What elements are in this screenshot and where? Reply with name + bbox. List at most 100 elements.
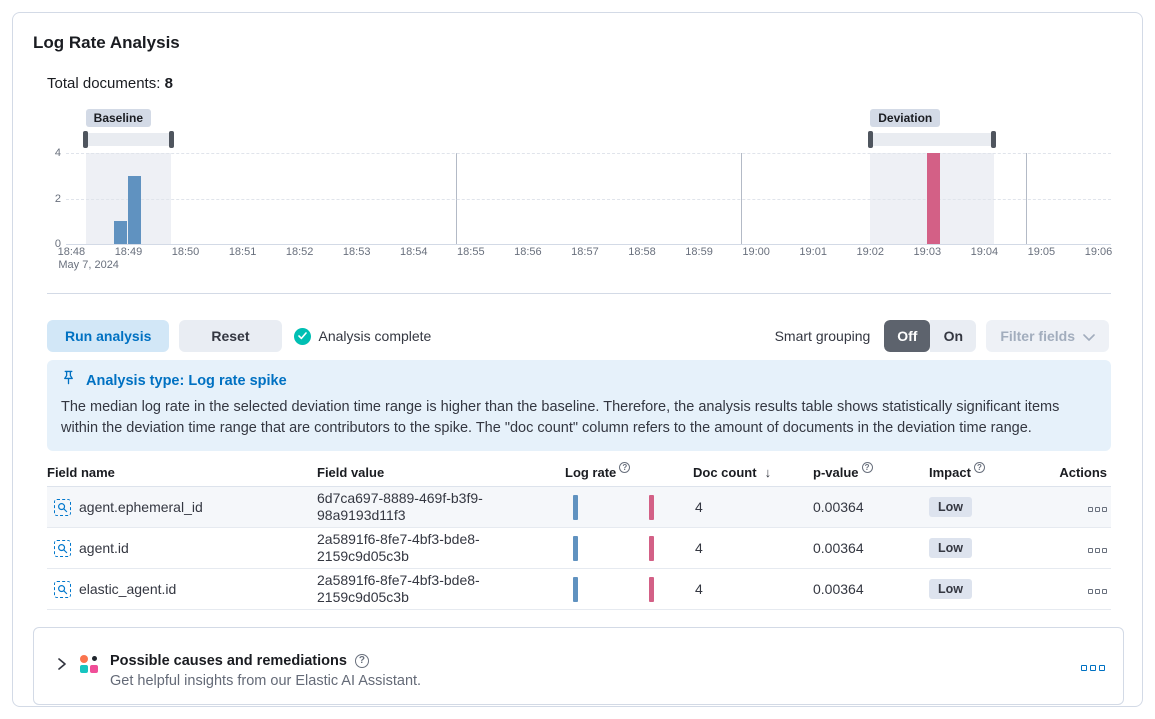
- x-axis-label: 18:57: [571, 246, 599, 258]
- field-value: 6d7ca697-8889-469f-b3f9-98a9193d11f3: [317, 490, 483, 523]
- header-doc-count[interactable]: Doc count ↓: [693, 465, 772, 480]
- baseline-badge: Baseline: [85, 109, 152, 127]
- analysis-type-callout: Analysis type: Log rate spike The median…: [47, 360, 1111, 451]
- baseline-brush-handle-right[interactable]: [168, 131, 174, 148]
- y-axis-label: 2: [54, 192, 61, 205]
- x-axis-label: 19:03: [913, 246, 942, 258]
- chevron-down-icon: [1083, 328, 1095, 344]
- table-row: agent.id 2a5891f6-8fe7-4bf3-bde8-2159c9d…: [47, 528, 1111, 569]
- divider: [47, 293, 1111, 294]
- baseline-brush[interactable]: [85, 133, 172, 146]
- x-axis-label: 18:55: [457, 246, 485, 258]
- x-axis-label: 19:01: [799, 246, 827, 258]
- field-name: agent.ephemeral_id: [79, 499, 203, 515]
- header-field-name[interactable]: Field name: [47, 465, 115, 480]
- x-axis-label: 18:59: [685, 246, 713, 258]
- insights-accordion: Possible causes and remediations ? Get h…: [33, 627, 1124, 705]
- field-value: 2a5891f6-8fe7-4bf3-bde8-2159c9d05c3b: [317, 531, 480, 564]
- run-analysis-button[interactable]: Run analysis: [47, 320, 170, 352]
- deviation-brush-handle-right[interactable]: [991, 131, 997, 148]
- row-actions-icon[interactable]: [1088, 589, 1107, 594]
- analysis-status: Analysis complete: [293, 327, 432, 345]
- insights-title: Possible causes and remediations: [110, 652, 347, 669]
- table-row: agent.ephemeral_id 6d7ca697-8889-469f-b3…: [47, 487, 1111, 528]
- p-value: 0.00364: [813, 540, 864, 556]
- smart-grouping-on-button[interactable]: On: [930, 320, 977, 352]
- total-documents-value: 8: [164, 75, 173, 92]
- x-axis-label: 19:04: [970, 246, 999, 258]
- sparkline-deviation-bar: [649, 494, 654, 520]
- results-table: Field name Field value Log rate? Doc cou…: [47, 462, 1111, 610]
- smart-grouping-label: Smart grouping: [774, 328, 871, 344]
- sparkline-baseline-bar: [573, 576, 578, 602]
- analysis-status-label: Analysis complete: [318, 328, 432, 344]
- filter-fields-button[interactable]: Filter fields: [986, 320, 1109, 352]
- log-rate-sparkline: [565, 494, 665, 520]
- doc-count-value: 4: [695, 581, 703, 597]
- deviation-brush-handle-left[interactable]: [867, 131, 873, 148]
- doc-count-value: 4: [695, 540, 703, 556]
- log-rate-sparkline: [565, 576, 665, 602]
- x-axis-label: 19:05: [1027, 246, 1056, 258]
- x-axis-label: 19:06: [1084, 246, 1113, 258]
- toolbar: Run analysis Reset Analysis complete Sma…: [47, 320, 1109, 352]
- reset-button[interactable]: Reset: [179, 320, 282, 352]
- header-p-value[interactable]: p-value?: [801, 462, 915, 480]
- header-impact[interactable]: Impact?: [915, 462, 1051, 480]
- ai-assistant-icon: [80, 654, 98, 673]
- x-axis-label: 18:54: [399, 246, 428, 258]
- header-log-rate[interactable]: Log rate?: [565, 462, 683, 480]
- p-value: 0.00364: [813, 499, 864, 515]
- y-axis-label: 0: [54, 238, 61, 250]
- info-icon: ?: [861, 462, 873, 473]
- baseline-brush-handle-left[interactable]: [83, 131, 89, 148]
- sort-desc-icon: ↓: [764, 465, 772, 480]
- x-axis-label: 18:51: [228, 246, 257, 258]
- x-axis-label: 18:50: [171, 246, 200, 258]
- sparkline-baseline-bar: [573, 494, 578, 520]
- page-title: Log Rate Analysis: [33, 33, 180, 52]
- field-filter-icon[interactable]: [54, 498, 71, 516]
- header-field-value[interactable]: Field value: [317, 465, 385, 480]
- insights-actions-icon[interactable]: [1081, 665, 1105, 671]
- doc-count-value: 4: [695, 499, 703, 515]
- gridline: [66, 198, 1111, 200]
- impact-badge: Low: [929, 538, 972, 558]
- x-axis-label: 19:00: [742, 246, 770, 258]
- field-name: agent.id: [79, 540, 129, 556]
- field-filter-icon[interactable]: [54, 580, 71, 598]
- log-rate-histogram: 0 2 4 18:48 18:49 18:50 18:51 18:52 18:53 18:54 18…: [33, 103, 1124, 275]
- callout-body: The median log rate in the selected devi…: [61, 399, 1060, 436]
- deviation-brush[interactable]: [870, 133, 994, 146]
- x-axis-label: 18:58: [628, 246, 656, 258]
- gridline: [66, 153, 1111, 154]
- x-axis-label: 18:48: [57, 246, 86, 258]
- x-axis-label: 18:56: [514, 246, 542, 258]
- field-filter-icon[interactable]: [54, 539, 71, 557]
- x-axis-date-label: May 7, 2024: [58, 259, 119, 271]
- insights-subtitle: Get helpful insights from our Elastic AI…: [110, 672, 422, 689]
- total-documents: Total documents: 8: [47, 75, 1122, 93]
- log-rate-analysis-panel: Log Rate Analysis Total documents: 8 0 2 4…: [12, 12, 1143, 707]
- deviation-bar: [927, 153, 941, 244]
- question-icon[interactable]: ?: [354, 653, 369, 668]
- field-name: elastic_agent.id: [79, 581, 177, 597]
- callout-title: Analysis type: Log rate spike: [86, 372, 287, 389]
- x-axis-label: 18:49: [114, 246, 143, 258]
- table-header-row: Field name Field value Log rate? Doc cou…: [47, 462, 1111, 487]
- x-axis-label: 18:52: [285, 246, 314, 258]
- row-actions-icon[interactable]: [1088, 548, 1107, 553]
- smart-grouping-off-button[interactable]: Off: [884, 320, 931, 352]
- impact-badge: Low: [929, 579, 972, 599]
- chevron-right-icon[interactable]: [55, 657, 68, 671]
- baseline-bar: [114, 221, 128, 244]
- total-documents-label: Total documents:: [47, 75, 161, 92]
- pin-icon: [61, 370, 76, 391]
- row-actions-icon[interactable]: [1088, 507, 1107, 512]
- info-icon: ?: [973, 462, 985, 473]
- p-value: 0.00364: [813, 581, 864, 597]
- table-row: elastic_agent.id 2a5891f6-8fe7-4bf3-bde8…: [47, 569, 1111, 610]
- filter-fields-label: Filter fields: [1000, 328, 1075, 344]
- deviation-badge: Deviation: [870, 109, 941, 127]
- impact-badge: Low: [929, 497, 972, 517]
